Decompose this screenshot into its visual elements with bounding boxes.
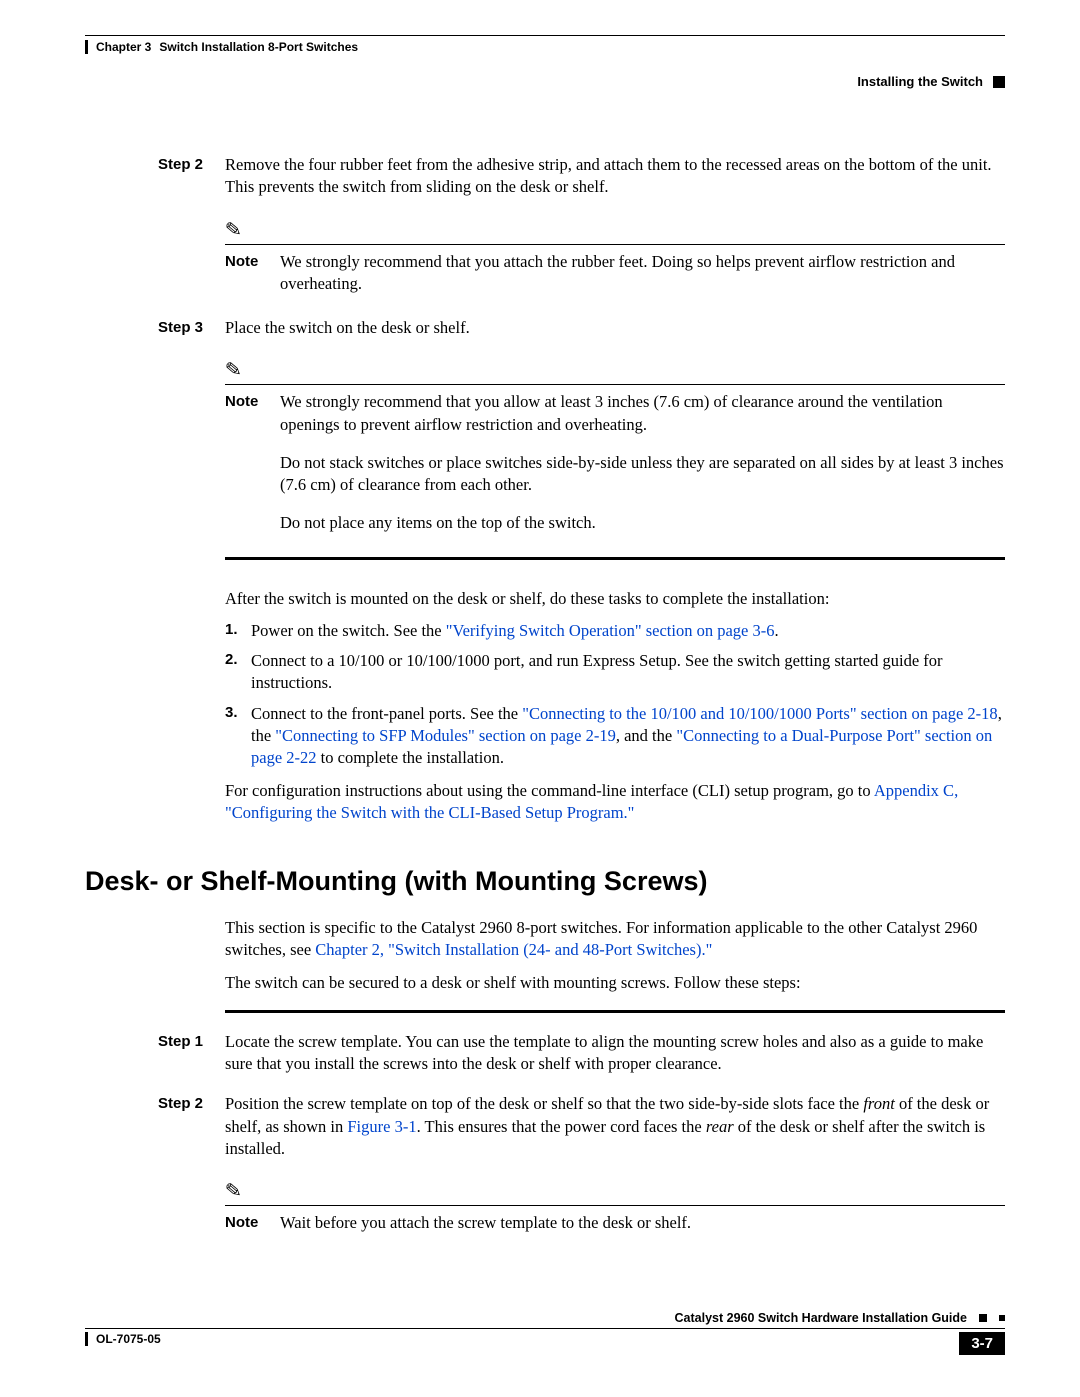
step-label: Step 3 bbox=[85, 317, 225, 339]
list-item: 1. Power on the switch. See the "Verifyi… bbox=[225, 620, 1005, 642]
chapter-title: Switch Installation 8-Port Switches bbox=[159, 40, 358, 54]
note-label: Note bbox=[225, 251, 280, 296]
link-chapter2[interactable]: Chapter 2, "Switch Installation (24- and… bbox=[315, 940, 712, 959]
page-footer: Catalyst 2960 Switch Hardware Installati… bbox=[85, 1311, 1005, 1355]
li3-d: to complete the installation. bbox=[317, 748, 504, 767]
note-rule bbox=[225, 244, 1005, 245]
section-end-rule bbox=[225, 557, 1005, 560]
step-body: Position the screw template on top of th… bbox=[225, 1093, 1005, 1160]
pencil-icon: ✎ bbox=[224, 356, 250, 383]
header-right-row: Installing the Switch bbox=[85, 54, 1005, 89]
content-area: Step 2 Remove the four rubber feet from … bbox=[85, 154, 1005, 1234]
link-ports[interactable]: "Connecting to the 10/100 and 10/100/100… bbox=[522, 704, 997, 723]
footer-left: OL-7075-05 bbox=[85, 1332, 161, 1346]
step-body: Remove the four rubber feet from the adh… bbox=[225, 154, 1005, 199]
link-verifying[interactable]: "Verifying Switch Operation" section on … bbox=[446, 621, 775, 640]
section2-p2: The switch can be secured to a desk or s… bbox=[225, 972, 1005, 994]
pencil-icon: ✎ bbox=[224, 216, 250, 243]
list-item: 2. Connect to a 10/100 or 10/100/1000 po… bbox=[225, 650, 1005, 695]
note-p3: Do not place any items on the top of the… bbox=[280, 512, 1005, 534]
header-left: Chapter 3 Switch Installation 8-Port Swi… bbox=[85, 40, 358, 54]
numbered-list: 1. Power on the switch. See the "Verifyi… bbox=[225, 620, 1005, 770]
footer-tick-icon bbox=[85, 1332, 88, 1346]
chapter-label: Chapter 3 bbox=[96, 40, 151, 54]
li3-c: , and the bbox=[616, 726, 676, 745]
list-number: 3. bbox=[225, 703, 238, 723]
note-label: Note bbox=[225, 1212, 280, 1234]
section-title: Installing the Switch bbox=[857, 74, 983, 89]
note-row: Note We strongly recommend that you allo… bbox=[225, 391, 1005, 534]
s2-t1: Position the screw template on top of th… bbox=[225, 1094, 863, 1113]
pencil-icon: ✎ bbox=[224, 1177, 250, 1204]
rear-italic: rear bbox=[706, 1117, 734, 1136]
step-body: Locate the screw template. You can use t… bbox=[225, 1031, 1005, 1076]
header-rule bbox=[85, 35, 1005, 36]
footer-square-small-icon bbox=[999, 1315, 1005, 1321]
note-rule bbox=[225, 384, 1005, 385]
doc-id: OL-7075-05 bbox=[96, 1332, 161, 1346]
li1-a: Power on the switch. See the bbox=[251, 621, 446, 640]
note-block: ✎ Note Wait before you attach the screw … bbox=[225, 1178, 1005, 1234]
note-block: ✎ Note We strongly recommend that you at… bbox=[225, 217, 1005, 296]
li2-text: Connect to a 10/100 or 10/100/1000 port,… bbox=[251, 651, 943, 692]
after-intro: After the switch is mounted on the desk … bbox=[225, 588, 1005, 610]
list-number: 1. bbox=[225, 620, 238, 640]
li3-a: Connect to the front-panel ports. See th… bbox=[251, 704, 522, 723]
step-body: Place the switch on the desk or shelf. bbox=[225, 317, 1005, 339]
note-text: We strongly recommend that you attach th… bbox=[280, 251, 1005, 296]
section-heading: Desk- or Shelf-Mounting (with Mounting S… bbox=[85, 866, 1005, 897]
header-tick-icon bbox=[85, 40, 88, 54]
note-row: Note We strongly recommend that you atta… bbox=[225, 251, 1005, 296]
step-label: Step 1 bbox=[85, 1031, 225, 1076]
note-row: Note Wait before you attach the screw te… bbox=[225, 1212, 1005, 1234]
header-square-icon bbox=[993, 76, 1005, 88]
step-label: Step 2 bbox=[85, 1093, 225, 1160]
footer-square-icon bbox=[979, 1314, 987, 1322]
header-right: Installing the Switch bbox=[857, 74, 1005, 89]
link-figure[interactable]: Figure 3-1 bbox=[347, 1117, 416, 1136]
note-block: ✎ Note We strongly recommend that you al… bbox=[225, 357, 1005, 534]
note-text: Wait before you attach the screw templat… bbox=[280, 1212, 1005, 1234]
list-number: 2. bbox=[225, 650, 238, 670]
footer-title-row: Catalyst 2960 Switch Hardware Installati… bbox=[85, 1311, 1005, 1325]
list-item: 3. Connect to the front-panel ports. See… bbox=[225, 703, 1005, 770]
step-row: Step 2 Remove the four rubber feet from … bbox=[85, 154, 1005, 199]
step-row: Step 3 Place the switch on the desk or s… bbox=[85, 317, 1005, 339]
page-number: 3-7 bbox=[959, 1332, 1005, 1355]
config-a: For configuration instructions about usi… bbox=[225, 781, 874, 800]
footer-rule bbox=[85, 1328, 1005, 1329]
document-page: Chapter 3 Switch Installation 8-Port Swi… bbox=[0, 0, 1080, 1306]
note-rule bbox=[225, 1205, 1005, 1206]
note-text: We strongly recommend that you allow at … bbox=[280, 391, 1005, 534]
footer-bottom: OL-7075-05 3-7 bbox=[85, 1332, 1005, 1355]
step-label: Step 2 bbox=[85, 154, 225, 199]
page-header: Chapter 3 Switch Installation 8-Port Swi… bbox=[85, 40, 1005, 54]
note-label: Note bbox=[225, 391, 280, 534]
step-row: Step 2 Position the screw template on to… bbox=[85, 1093, 1005, 1160]
li1-b: . bbox=[775, 621, 779, 640]
step-row: Step 1 Locate the screw template. You ca… bbox=[85, 1031, 1005, 1076]
s2-t3: . This ensures that the power cord faces… bbox=[417, 1117, 706, 1136]
section2-p1: This section is specific to the Catalyst… bbox=[225, 917, 1005, 962]
front-italic: front bbox=[863, 1094, 894, 1113]
book-title: Catalyst 2960 Switch Hardware Installati… bbox=[675, 1311, 967, 1325]
after-steps-body: After the switch is mounted on the desk … bbox=[225, 588, 1005, 824]
link-sfp[interactable]: "Connecting to SFP Modules" section on p… bbox=[275, 726, 616, 745]
note-p1: We strongly recommend that you allow at … bbox=[280, 391, 1005, 436]
config-paragraph: For configuration instructions about usi… bbox=[225, 780, 1005, 825]
note-p2: Do not stack switches or place switches … bbox=[280, 452, 1005, 497]
section-start-rule bbox=[225, 1010, 1005, 1013]
section2-body: This section is specific to the Catalyst… bbox=[225, 917, 1005, 994]
